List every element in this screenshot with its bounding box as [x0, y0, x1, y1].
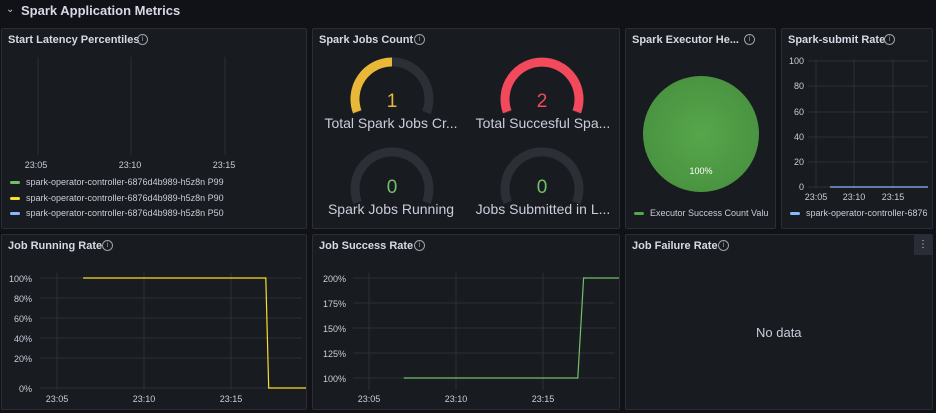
gauge-label: Jobs Submitted in L... — [475, 201, 611, 217]
legend-item-p99[interactable]: spark-operator-controller-6876d4b989-h5z… — [10, 177, 224, 187]
gauge-track — [500, 147, 584, 205]
legend-label: spark-operator-controller-6876d4b989-h5z… — [26, 177, 224, 187]
series-line — [403, 277, 619, 379]
y-tick: 0% — [19, 384, 32, 394]
pie-slice[interactable] — [643, 76, 759, 192]
info-icon[interactable]: i — [414, 34, 425, 45]
x-tick: 23:05 — [25, 160, 48, 170]
y-tick: 100 — [789, 56, 804, 66]
y-tick: 40 — [794, 132, 804, 142]
x-tick: 23:10 — [445, 394, 468, 404]
gauge-arc — [500, 57, 584, 114]
legend-label: spark-operator-controller-6876d4b989-h5z… — [26, 193, 224, 203]
gauge-value: 0 — [536, 177, 548, 198]
x-tick: 23:05 — [805, 192, 828, 202]
legend-label: spark-operator-controller-6876 — [806, 208, 928, 218]
y-tick: 60 — [794, 107, 804, 117]
row-title: Spark Application Metrics — [21, 3, 181, 18]
panel-executor-health[interactable]: Spark Executor He... i 100% Executor Suc… — [625, 28, 776, 229]
legend-item-p50[interactable]: spark-operator-controller-6876d4b989-h5z… — [10, 208, 224, 218]
kebab-menu-icon[interactable]: ⋮ — [914, 235, 932, 255]
no-data-message: No data — [756, 325, 802, 340]
legend-label: Executor Success Count Valu — [650, 208, 769, 218]
running-rate-chart: 100% 80% 60% 40% 20% 0% 23:05 23:10 23:1… — [9, 273, 306, 404]
x-tick: 23:15 — [882, 192, 905, 202]
y-tick: 80% — [14, 294, 32, 304]
legend-item-executor[interactable]: Executor Success Count Valu — [634, 208, 768, 218]
x-tick: 23:15 — [220, 394, 243, 404]
info-icon[interactable]: i — [718, 240, 729, 251]
x-tick: 23:15 — [213, 160, 236, 170]
y-tick: 20 — [794, 157, 804, 167]
gauges — [350, 57, 584, 205]
panel-title: Job Success Rate — [319, 240, 414, 252]
panel-job-success-rate[interactable]: Job Success Rate i 200% 175% 150% 125% 1… — [312, 234, 620, 410]
y-tick: 20% — [14, 354, 32, 364]
series-line — [83, 277, 306, 389]
info-icon[interactable]: i — [414, 240, 425, 251]
legend-item-p90[interactable]: spark-operator-controller-6876d4b989-h5z… — [10, 193, 224, 203]
gauge-track — [350, 147, 434, 205]
panel-title: Spark Jobs Count — [319, 34, 414, 46]
y-tick: 80 — [794, 81, 804, 91]
legend-swatch — [790, 212, 800, 216]
x-tick: 23:10 — [133, 394, 156, 404]
x-tick: 23:10 — [119, 160, 142, 170]
y-tick: 40% — [14, 334, 32, 344]
panel-title: Job Running Rate — [8, 240, 103, 252]
panel-title: Job Failure Rate — [632, 240, 718, 252]
submit-rate-chart: 100 80 60 40 20 0 23:05 23:10 23:15 — [789, 56, 928, 202]
legend-label: spark-operator-controller-6876d4b989-h5z… — [26, 208, 224, 218]
y-tick: 200% — [323, 274, 346, 284]
y-tick: 60% — [14, 314, 32, 324]
panel-submit-rate[interactable]: Spark-submit Rate i 100 80 60 40 20 0 23… — [781, 28, 933, 229]
pie-chart: 100% — [643, 76, 759, 192]
panel-job-failure-rate[interactable]: Job Failure Rate i ⋮ No data — [625, 234, 933, 410]
row-header[interactable]: ⌄ Spark Application Metrics — [0, 0, 936, 24]
y-tick: 125% — [323, 349, 346, 359]
info-icon[interactable]: i — [137, 34, 148, 45]
y-tick: 100% — [9, 274, 32, 284]
legend-swatch — [10, 181, 20, 185]
gauge-value: 1 — [386, 91, 398, 112]
y-tick: 150% — [323, 324, 346, 334]
x-tick: 23:15 — [532, 394, 555, 404]
x-tick: 23:10 — [843, 192, 866, 202]
x-tick: 23:05 — [46, 394, 69, 404]
info-icon[interactable]: i — [744, 34, 755, 45]
legend-item-submit[interactable]: spark-operator-controller-6876 — [790, 208, 928, 218]
legend-swatch — [10, 212, 20, 216]
pie-label: 100% — [689, 166, 712, 176]
gauge-label: Total Succesful Spa... — [475, 115, 611, 131]
info-icon[interactable]: i — [102, 240, 113, 251]
gauge-label: Total Spark Jobs Cr... — [324, 115, 458, 131]
latency-chart: 23:05 23:10 23:15 — [25, 57, 236, 170]
panel-spark-jobs-count[interactable]: Spark Jobs Count i 1 Total Spark Jobs Cr… — [312, 28, 620, 229]
success-rate-chart: 200% 175% 150% 125% 100% 23:05 23:10 23:… — [323, 273, 619, 404]
panel-title: Spark Executor He... — [632, 34, 739, 46]
gauge-value: 2 — [536, 91, 548, 112]
legend-swatch — [10, 197, 20, 201]
gauge-label: Spark Jobs Running — [327, 201, 455, 217]
legend-swatch — [634, 212, 644, 216]
gauge-value: 0 — [386, 177, 398, 198]
panel-start-latency[interactable]: Start Latency Percentiles i 23:05 23:10 … — [1, 28, 307, 229]
y-tick: 0 — [799, 182, 804, 192]
y-tick: 175% — [323, 299, 346, 309]
panel-title: Start Latency Percentiles — [8, 34, 140, 46]
chevron-down-icon[interactable]: ⌄ — [6, 4, 15, 15]
panel-title: Spark-submit Rate — [788, 34, 886, 46]
info-icon[interactable]: i — [884, 34, 895, 45]
gauge-arc — [350, 57, 393, 114]
y-tick: 100% — [323, 374, 346, 384]
x-tick: 23:05 — [358, 394, 381, 404]
panel-job-running-rate[interactable]: Job Running Rate i 100% 80% 60% 40% 20% … — [1, 234, 307, 410]
